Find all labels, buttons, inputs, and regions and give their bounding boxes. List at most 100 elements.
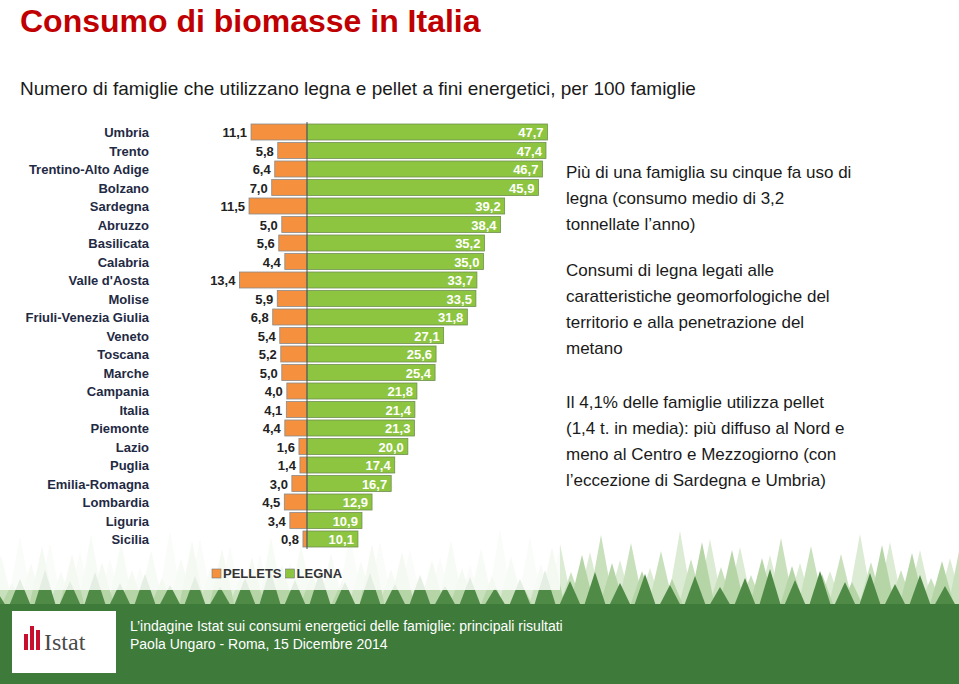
data-label: 1,4 [278, 458, 297, 473]
bar-pellets [299, 439, 307, 455]
bar-pellets [251, 124, 307, 140]
data-label: 45,9 [509, 181, 534, 196]
data-label: 47,4 [517, 144, 543, 159]
annotation-line: territorio e alla penetrazione del [566, 313, 804, 332]
annotations: Più di una famiglia su cinque fa uso dil… [566, 163, 851, 490]
legend-label: PELLETS [223, 566, 282, 581]
data-label: 33,7 [448, 273, 473, 288]
tree [684, 576, 706, 606]
data-label: 5,8 [256, 144, 274, 159]
tree [634, 574, 656, 606]
tree [0, 588, 6, 606]
data-label: 46,7 [513, 162, 538, 177]
tree [884, 584, 906, 606]
annotation-line: meno al Centro e Mezzogiorno (con [566, 445, 836, 464]
bar-pellets [300, 457, 307, 473]
data-label: 11,1 [222, 125, 247, 140]
data-label: 5,0 [260, 218, 278, 233]
bars [239, 124, 547, 547]
data-label: 6,4 [253, 162, 272, 177]
logo-text: Istat [44, 629, 86, 655]
tree [759, 569, 781, 606]
bar-pellets [282, 365, 307, 381]
data-label: 39,2 [475, 199, 500, 214]
footer-band [0, 604, 959, 684]
data-label: 10,1 [329, 532, 354, 547]
tree [484, 588, 506, 606]
logo-mark [30, 626, 34, 650]
bar-pellets [249, 198, 307, 214]
bar-legna [307, 143, 546, 159]
annotation-line: (1,4 t. in media): più diffuso al Nord e [566, 419, 844, 438]
data-label: 21,4 [386, 403, 412, 418]
tree [709, 587, 731, 606]
bar-pellets [292, 476, 307, 492]
footer-line: Paola Ungaro - Roma, 15 Dicembre 2014 [130, 636, 388, 652]
category-label: Sardegna [90, 199, 150, 214]
data-label: 16,7 [362, 477, 387, 492]
annotation-line: legna (consumo medio di 3,2 [566, 189, 784, 208]
category-label: Campania [87, 384, 150, 399]
annotation-line: Consumi di legna legati alle [566, 261, 774, 280]
tree [734, 578, 756, 606]
annotation-line: Il 4,1% delle famiglie utilizza pellet [566, 393, 824, 412]
tree [559, 581, 581, 606]
data-label: 35,2 [455, 236, 480, 251]
center-line [307, 122, 308, 549]
bar-legna [307, 180, 538, 196]
legend: PELLETS LEGNA [212, 566, 343, 581]
tree [784, 580, 806, 606]
data-label: 5,4 [258, 329, 277, 344]
bar-legna [307, 235, 484, 251]
category-label: Abruzzo [98, 218, 149, 233]
bar-pellets [273, 309, 307, 325]
bar-legna [307, 531, 358, 547]
bar-pellets [282, 217, 307, 233]
bar-legna [307, 383, 417, 399]
footer-line: L’indagine Istat sui consumi energetici … [130, 618, 563, 634]
tree [809, 571, 831, 606]
legend-swatch [212, 569, 221, 578]
data-label: 6,8 [251, 310, 269, 325]
category-label: Sicilia [111, 532, 149, 547]
bar-pellets [287, 383, 307, 399]
bar-legna [307, 402, 415, 418]
data-label: 4,4 [263, 421, 282, 436]
data-label: 7,0 [250, 181, 268, 196]
annotation-line: metano [566, 339, 623, 358]
tree [584, 572, 606, 606]
category-label: Trento [109, 144, 149, 159]
tree [909, 575, 931, 606]
bar-legna [307, 291, 476, 307]
data-label: 5,2 [259, 347, 277, 362]
slide: Consumo di biomasse in ItaliaNumero di f… [0, 0, 959, 684]
annotation-line: caratteristiche geomorfologiche del [566, 287, 830, 306]
annotation-line: l’eccezione di Sardegna e Umbria) [566, 471, 826, 490]
bar-pellets [275, 161, 307, 177]
category-label: Friuli-Venezia Giulia [25, 310, 149, 325]
bar-legna [307, 161, 542, 177]
category-label: Piemonte [90, 421, 149, 436]
bar-pellets [272, 180, 307, 196]
legend-label: LEGNA [297, 566, 343, 581]
category-label: Calabria [98, 255, 150, 270]
bar-pellets [285, 254, 307, 270]
data-label: 21,3 [385, 421, 410, 436]
bar-legna [307, 346, 436, 362]
data-label: 4,0 [265, 384, 283, 399]
category-label: Veneto [106, 329, 149, 344]
tree [934, 586, 956, 606]
category-label: Basilicata [88, 236, 149, 251]
annotation-line: tonnellate l’anno) [566, 215, 695, 234]
data-label: 3,0 [270, 477, 288, 492]
data-label: 4,1 [264, 403, 282, 418]
category-label: Valle d'Aosta [69, 273, 150, 288]
data-label: 33,5 [447, 292, 472, 307]
bar-legna [307, 124, 547, 140]
data-label: 1,6 [277, 440, 295, 455]
bar-legna [307, 513, 362, 529]
category-label: Toscana [97, 347, 150, 362]
data-label: 47,7 [518, 125, 543, 140]
category-label: Puglia [110, 458, 150, 473]
subtitle: Numero di famiglie che utilizzano legna … [20, 78, 696, 99]
